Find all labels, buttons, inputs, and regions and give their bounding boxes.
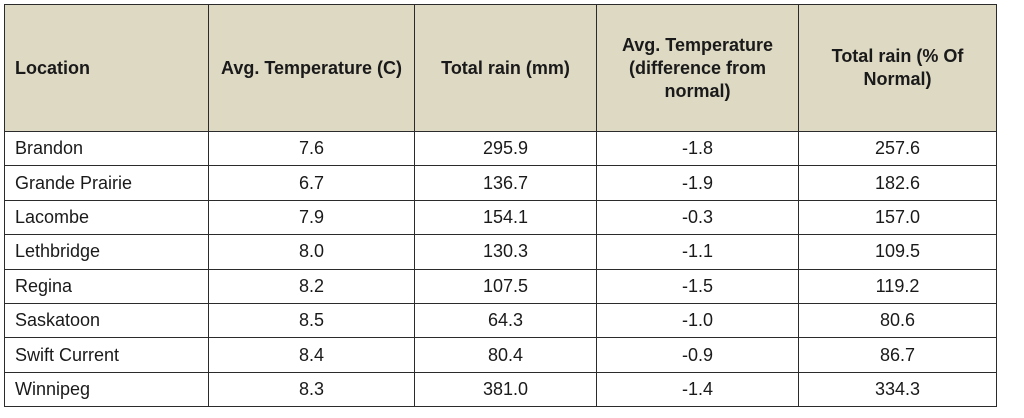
cell-temperature-difference: -0.9: [596, 337, 799, 373]
cell-rain-percent-normal: 257.6: [798, 130, 997, 167]
cell-total-rain: 295.9: [414, 130, 597, 167]
cell-rain-percent-normal: 182.6: [798, 165, 997, 201]
column-header-total-rain: Total rain (mm): [414, 4, 597, 132]
header-row: Location Avg. Temperature (C) Total rain…: [4, 4, 997, 132]
column-header-rain-percent-normal: Total rain (% Of Normal): [798, 4, 997, 132]
cell-avg-temperature: 8.5: [208, 302, 415, 339]
cell-total-rain: 80.4: [414, 337, 597, 373]
cell-rain-percent-normal: 334.3: [798, 371, 997, 408]
cell-avg-temperature: 7.9: [208, 199, 415, 236]
cell-temperature-difference: -1.9: [596, 165, 799, 201]
table-header: Location Avg. Temperature (C) Total rain…: [4, 4, 997, 132]
cell-avg-temperature: 6.7: [208, 165, 415, 201]
cell-total-rain: 381.0: [414, 371, 597, 408]
table-row: Brandon 7.6 295.9 -1.8 257.6: [4, 130, 997, 167]
table-row: Swift Current 8.4 80.4 -0.9 86.7: [4, 337, 997, 373]
table-row: Lacombe 7.9 154.1 -0.3 157.0: [4, 199, 997, 236]
column-header-temperature-difference: Avg. Temperature (difference from normal…: [596, 4, 799, 132]
cell-location: Winnipeg: [4, 371, 209, 408]
cell-location: Grande Prairie: [4, 165, 209, 201]
column-header-avg-temperature: Avg. Temperature (C): [208, 4, 415, 132]
cell-total-rain: 64.3: [414, 302, 597, 339]
cell-total-rain: 154.1: [414, 199, 597, 236]
cell-total-rain: 130.3: [414, 234, 597, 270]
cell-avg-temperature: 8.3: [208, 371, 415, 408]
cell-avg-temperature: 8.2: [208, 268, 415, 304]
weather-table-container: Location Avg. Temperature (C) Total rain…: [4, 4, 997, 408]
cell-rain-percent-normal: 80.6: [798, 302, 997, 339]
cell-location: Lacombe: [4, 199, 209, 236]
cell-temperature-difference: -1.1: [596, 234, 799, 270]
table-row: Regina 8.2 107.5 -1.5 119.2: [4, 268, 997, 304]
cell-total-rain: 136.7: [414, 165, 597, 201]
weather-summary-table: Location Avg. Temperature (C) Total rain…: [4, 4, 997, 408]
cell-avg-temperature: 7.6: [208, 130, 415, 167]
cell-avg-temperature: 8.0: [208, 234, 415, 270]
cell-temperature-difference: -1.8: [596, 130, 799, 167]
table-row: Winnipeg 8.3 381.0 -1.4 334.3: [4, 371, 997, 408]
cell-location: Brandon: [4, 130, 209, 167]
cell-temperature-difference: -1.0: [596, 302, 799, 339]
cell-temperature-difference: -0.3: [596, 199, 799, 236]
cell-rain-percent-normal: 157.0: [798, 199, 997, 236]
cell-avg-temperature: 8.4: [208, 337, 415, 373]
cell-rain-percent-normal: 109.5: [798, 234, 997, 270]
table-row: Lethbridge 8.0 130.3 -1.1 109.5: [4, 234, 997, 270]
table-row: Saskatoon 8.5 64.3 -1.0 80.6: [4, 302, 997, 339]
cell-location: Regina: [4, 268, 209, 304]
cell-location: Saskatoon: [4, 302, 209, 339]
table-row: Grande Prairie 6.7 136.7 -1.9 182.6: [4, 165, 997, 201]
cell-total-rain: 107.5: [414, 268, 597, 304]
cell-location: Lethbridge: [4, 234, 209, 270]
cell-rain-percent-normal: 119.2: [798, 268, 997, 304]
cell-rain-percent-normal: 86.7: [798, 337, 997, 373]
cell-location: Swift Current: [4, 337, 209, 373]
cell-temperature-difference: -1.5: [596, 268, 799, 304]
cell-temperature-difference: -1.4: [596, 371, 799, 408]
column-header-location: Location: [4, 4, 209, 132]
table-body: Brandon 7.6 295.9 -1.8 257.6 Grande Prairie 6.…: [4, 130, 997, 408]
